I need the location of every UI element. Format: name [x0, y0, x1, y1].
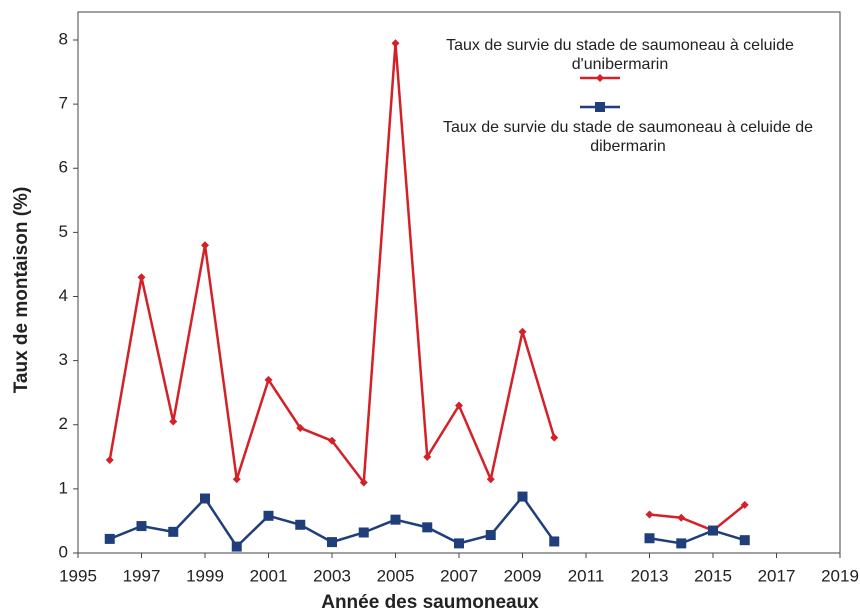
x-tick-label: 2015 — [694, 566, 732, 585]
marker — [422, 522, 433, 533]
marker — [201, 241, 209, 250]
marker — [295, 519, 306, 530]
y-tick-label: 2 — [59, 414, 68, 433]
marker — [264, 375, 273, 384]
x-tick-label: 2001 — [250, 566, 288, 585]
legend-label: Taux de survie du stade de saumoneau à c… — [446, 37, 794, 73]
marker — [739, 535, 750, 546]
marker — [740, 500, 749, 509]
marker — [517, 491, 528, 502]
y-tick-label: 4 — [59, 286, 68, 305]
marker — [358, 527, 369, 538]
x-tick-label: 2009 — [504, 566, 542, 585]
marker — [136, 521, 147, 532]
marker — [168, 526, 179, 537]
marker — [231, 541, 242, 552]
marker — [137, 273, 146, 282]
y-tick-label: 8 — [59, 29, 68, 48]
x-tick-label: 2019 — [821, 566, 859, 585]
marker — [232, 475, 241, 484]
y-axis-label: Taux de montaison (%) — [11, 187, 32, 394]
marker — [677, 513, 686, 522]
y-tick-label: 3 — [59, 350, 68, 369]
marker — [328, 436, 336, 445]
x-tick-label: 1995 — [59, 566, 97, 585]
x-tick-label: 1999 — [186, 566, 224, 585]
marker — [359, 478, 368, 487]
plot-frame — [77, 11, 841, 554]
y-tick-label: 0 — [59, 542, 68, 561]
marker — [296, 423, 305, 432]
marker — [104, 533, 115, 544]
marker — [518, 327, 527, 336]
y-tick-label: 7 — [59, 94, 68, 113]
x-tick-label: 2017 — [758, 566, 796, 585]
marker — [550, 433, 559, 442]
marker — [327, 537, 337, 548]
x-axis-label: Année des saumoneaux — [321, 592, 539, 613]
marker — [263, 510, 274, 521]
legend-label: Taux de survie du stade de saumoneau à c… — [442, 119, 814, 155]
marker — [596, 74, 604, 82]
y-tick-label: 5 — [59, 222, 68, 241]
marker — [595, 102, 605, 112]
y-tick-label: 1 — [59, 478, 68, 497]
marker — [455, 401, 463, 410]
marker — [708, 525, 718, 536]
marker — [423, 452, 432, 461]
x-tick-label: 2011 — [568, 566, 605, 585]
marker — [645, 510, 654, 519]
marker — [454, 538, 464, 549]
marker — [169, 417, 178, 426]
marker — [390, 514, 401, 525]
x-tick-label: 2007 — [440, 566, 478, 585]
x-tick-label: 2005 — [377, 566, 415, 585]
marker — [105, 456, 114, 465]
marker — [485, 530, 496, 541]
marker — [200, 493, 210, 504]
marker — [644, 533, 655, 544]
marker — [676, 538, 687, 549]
x-tick-label: 2013 — [631, 566, 669, 585]
marker — [486, 475, 495, 484]
y-tick-label: 6 — [59, 158, 68, 177]
marker — [549, 536, 560, 547]
x-tick-label: 1997 — [123, 566, 161, 585]
x-tick-label: 2003 — [313, 566, 351, 585]
marker — [391, 39, 400, 48]
